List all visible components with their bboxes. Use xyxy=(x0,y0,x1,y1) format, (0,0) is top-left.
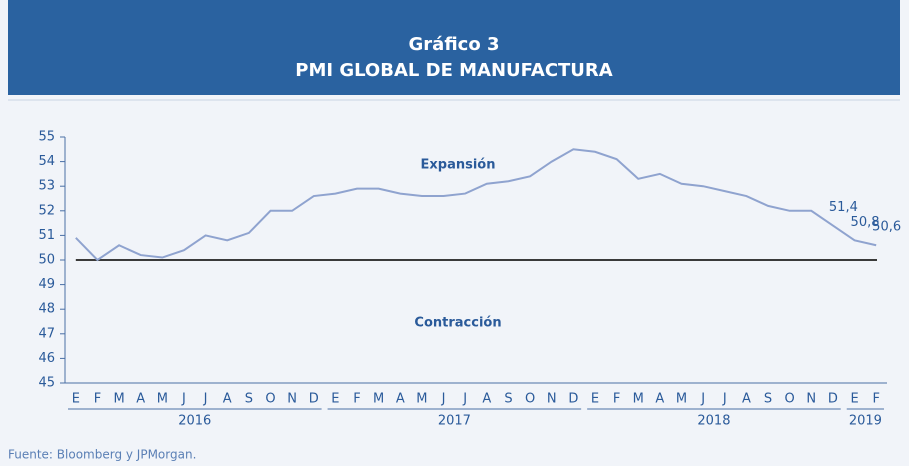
y-tick-label: 46 xyxy=(38,351,55,366)
x-tick-label: D xyxy=(309,392,319,407)
y-tick-label: 47 xyxy=(38,326,55,341)
x-tick-label: N xyxy=(287,392,297,407)
x-tick-label: S xyxy=(504,392,512,407)
x-tick-label: M xyxy=(416,392,427,407)
year-label: 2016 xyxy=(178,414,211,429)
x-tick-label: J xyxy=(700,392,705,407)
year-label: 2018 xyxy=(697,414,730,429)
x-tick-label: F xyxy=(94,392,101,407)
x-tick-label: A xyxy=(136,392,145,407)
x-tick-label: J xyxy=(722,392,727,407)
x-tick-label: E xyxy=(331,392,339,407)
y-tick-label: 48 xyxy=(38,302,55,317)
data-label: 51,4 xyxy=(829,200,858,215)
x-tick-label: M xyxy=(676,392,687,407)
x-tick-label: O xyxy=(525,392,535,407)
x-tick-label: J xyxy=(462,392,467,407)
x-tick-label: A xyxy=(223,392,232,407)
data-label: 50,6 xyxy=(872,220,901,235)
chart-subtitle: PMI GLOBAL DE MANUFACTURA xyxy=(295,60,613,81)
x-tick-label: J xyxy=(203,392,208,407)
year-label: 2017 xyxy=(438,414,471,429)
x-tick-label: A xyxy=(742,392,751,407)
x-tick-label: F xyxy=(872,392,879,407)
x-tick-label: S xyxy=(764,392,772,407)
x-tick-label: A xyxy=(396,392,405,407)
y-tick-label: 50 xyxy=(38,253,55,268)
y-tick-label: 49 xyxy=(38,277,55,292)
x-tick-label: E xyxy=(72,392,80,407)
y-tick-label: 55 xyxy=(38,130,55,145)
x-tick-label: E xyxy=(591,392,599,407)
x-tick-label: A xyxy=(655,392,664,407)
x-tick-label: M xyxy=(113,392,124,407)
x-tick-label: J xyxy=(181,392,186,407)
header-banner xyxy=(8,0,900,95)
x-tick-label: N xyxy=(806,392,816,407)
y-tick-label: 51 xyxy=(38,228,55,243)
data-line xyxy=(75,148,877,262)
x-tick-label: M xyxy=(373,392,384,407)
x-tick-label: D xyxy=(828,392,838,407)
y-tick-label: 53 xyxy=(38,179,55,194)
x-tick-label: E xyxy=(850,392,858,407)
x-tick-label: D xyxy=(568,392,578,407)
x-tick-label: O xyxy=(265,392,275,407)
y-tick-label: 45 xyxy=(38,376,55,391)
year-label: 2019 xyxy=(849,414,882,429)
x-tick-label: J xyxy=(441,392,446,407)
y-tick-label: 54 xyxy=(38,154,55,169)
source-note: Fuente: Bloomberg y JPMorgan. xyxy=(8,448,196,462)
x-tick-label: A xyxy=(482,392,491,407)
x-tick-label: N xyxy=(547,392,557,407)
annotation: Contracción xyxy=(414,316,501,331)
annotation: Expansión xyxy=(421,158,496,173)
data-label: 50,8 xyxy=(851,215,880,230)
x-tick-label: M xyxy=(633,392,644,407)
x-tick-label: S xyxy=(245,392,253,407)
x-tick-label: M xyxy=(157,392,168,407)
y-tick-label: 52 xyxy=(38,203,55,218)
x-tick-label: F xyxy=(353,392,360,407)
x-tick-label: O xyxy=(785,392,795,407)
chart-title: Gráfico 3 xyxy=(409,34,500,55)
x-tick-label: F xyxy=(613,392,620,407)
